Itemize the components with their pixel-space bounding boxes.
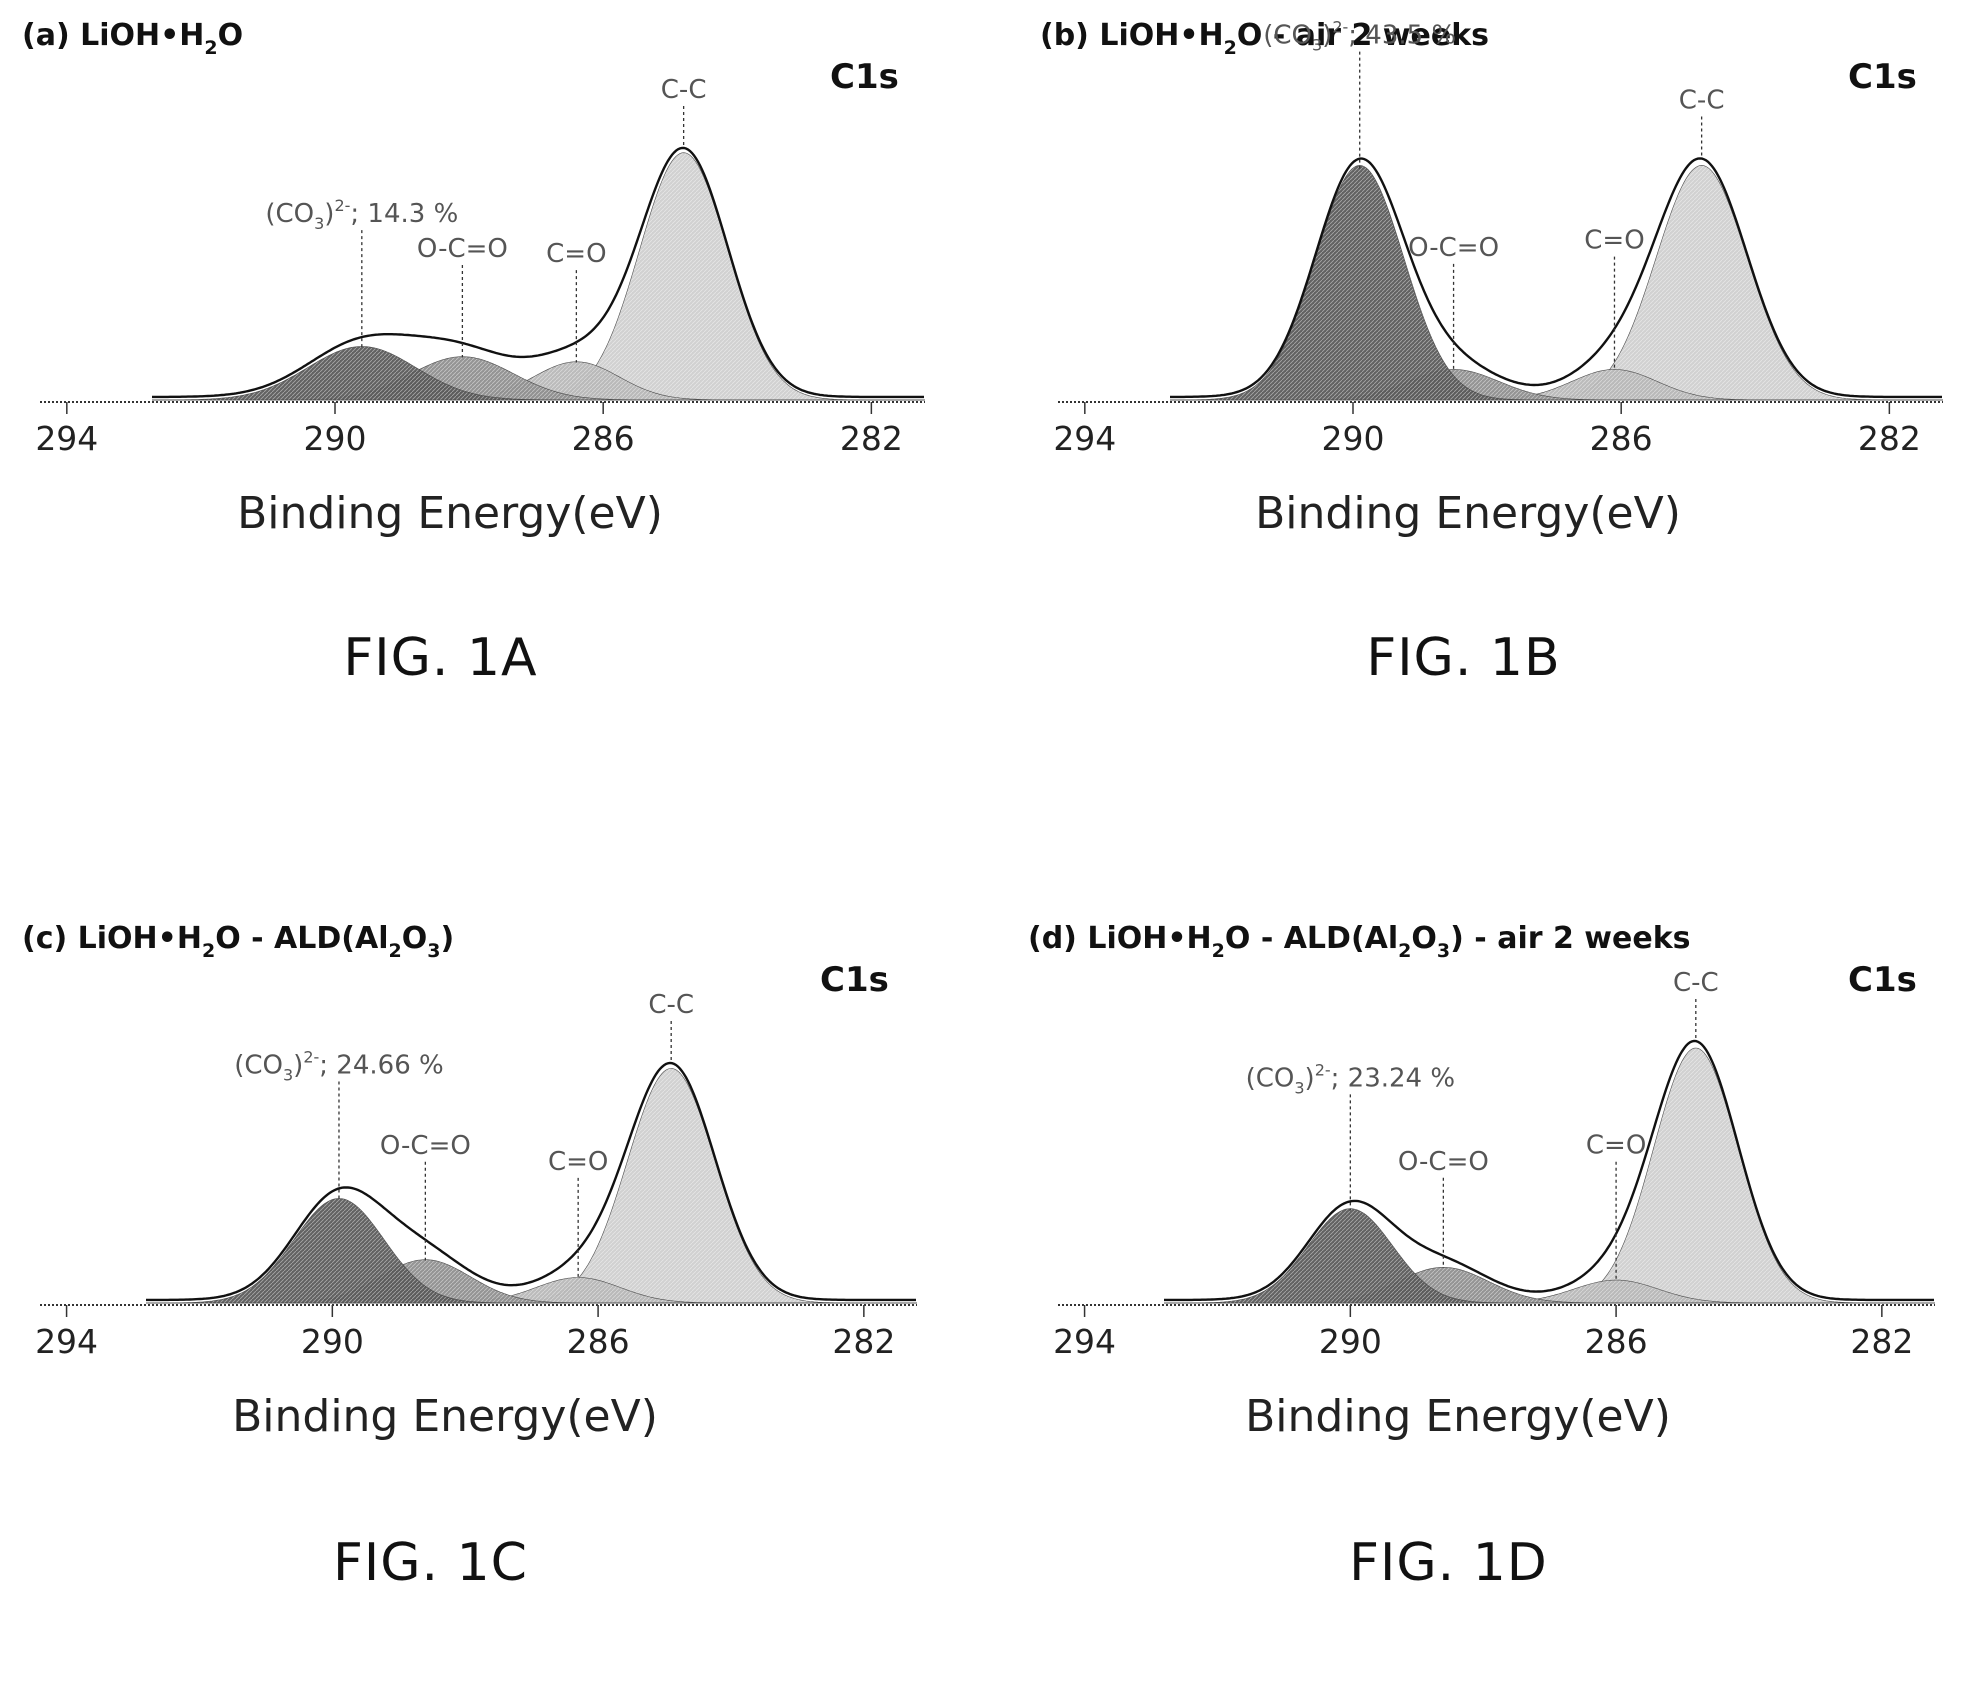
peak-label-3: C-C: [1679, 86, 1725, 116]
peak-label-0: (CO3)2-; 14.3 %: [265, 196, 458, 233]
chart-panel-b: (b) LiOH•H2O - air 2 weeks C1s 294 290 286…: [1040, 18, 1943, 539]
x-axis-label: Binding Energy(eV): [237, 488, 663, 539]
x-tick-label: 286: [572, 419, 635, 458]
figure-1a: (a) LiOH•H2O C1s 294 290 286 282 (CO3)2-; 14…: [0, 0, 981, 802]
x-tick-label: 282: [840, 419, 903, 458]
x-tick-label: 294: [1053, 419, 1116, 458]
x-tick-label: 286: [567, 1322, 630, 1361]
x-tick-label: 282: [1858, 419, 1921, 458]
chart-panel-a: (a) LiOH•H2O C1s 294 290 286 282 (CO3)2-; 14…: [22, 18, 925, 539]
figure-caption: FIG. 1A: [343, 628, 538, 688]
peak-component-0: [1170, 165, 1943, 401]
peak-component-3: [146, 1068, 917, 1304]
peak-label-0: (CO3)2-; 23.24 %: [1246, 1060, 1456, 1097]
envelope-line: [146, 1061, 916, 1302]
x-tick-label: 290: [304, 419, 367, 458]
x-axis-label: Binding Energy(eV): [232, 1391, 658, 1442]
peak-label-1: O-C=O: [1398, 1147, 1489, 1177]
peak-label-2: C=O: [1586, 1131, 1646, 1161]
chart-panel-d: (d) LiOH•H2O - ALD(Al2O3) - air 2 weeks …: [1028, 921, 1935, 1442]
region-label: C1s: [830, 57, 899, 97]
peak-label-0: (CO3)2-; 24.66 %: [234, 1047, 444, 1084]
peak-label-1: O-C=O: [1408, 233, 1499, 263]
peak-label-3: C-C: [648, 990, 694, 1020]
peak-label-2: C=O: [546, 239, 606, 269]
panel-title: (a) LiOH•H2O: [22, 18, 243, 59]
plot-area: 294 290 286 282 (CO3)2-; 23.24 % O-C=O C=O C-C: [1053, 968, 1935, 1361]
x-axis-label: Binding Energy(eV): [1255, 488, 1681, 539]
peak-component-0: [152, 346, 925, 401]
panel-title: (d) LiOH•H2O - ALD(Al2O3) - air 2 weeks: [1028, 921, 1691, 962]
envelope-line: [1170, 157, 1942, 399]
peak-label-1: O-C=O: [417, 234, 508, 264]
peak-component-0: [1164, 1208, 1935, 1304]
peak-label-3: C-C: [1673, 968, 1719, 998]
x-tick-label: 294: [1053, 1322, 1116, 1361]
x-tick-label: 282: [832, 1322, 895, 1361]
peak-label-1: O-C=O: [380, 1131, 471, 1161]
panel-title: (b) LiOH•H2O - air 2 weeks: [1040, 18, 1489, 59]
region-label: C1s: [820, 960, 889, 1000]
envelope-line: [1164, 1039, 1934, 1302]
figure-1c: (c) LiOH•H2O - ALD(Al2O3) C1s 294 290 286 2…: [0, 903, 981, 1705]
x-axis-label: Binding Energy(eV): [1245, 1391, 1671, 1442]
chart-panel-c: (c) LiOH•H2O - ALD(Al2O3) C1s 294 290 286 2…: [22, 921, 917, 1442]
peak-component-0: [146, 1198, 917, 1304]
peak-label-0: (CO3)2-; 43.5 %: [1263, 18, 1456, 55]
plot-area: 294 290 286 282 (CO3)2-; 24.66 % O-C=O C=O C-C: [35, 990, 917, 1361]
peak-label-2: C=O: [548, 1147, 608, 1177]
x-tick-label: 294: [35, 1322, 98, 1361]
x-tick-label: 290: [1319, 1322, 1382, 1361]
x-tick-label: 290: [301, 1322, 364, 1361]
peak-label-2: C=O: [1584, 226, 1644, 256]
x-tick-label: 282: [1850, 1322, 1913, 1361]
x-tick-label: 286: [1585, 1322, 1648, 1361]
region-label: C1s: [1848, 960, 1917, 1000]
x-tick-label: 286: [1590, 419, 1653, 458]
panel-title: (c) LiOH•H2O - ALD(Al2O3): [22, 921, 454, 962]
peak-component-3: [152, 152, 925, 401]
plot-area: 294 290 286 282 (CO3)2-; 43.5 % O-C=O C=O C-C: [1053, 18, 1943, 458]
figure-1d: (d) LiOH•H2O - ALD(Al2O3) - air 2 weeks …: [1018, 903, 1962, 1705]
figure-1b: (b) LiOH•H2O - air 2 weeks C1s 294 290 286…: [1018, 0, 1962, 802]
plot-area: 294 290 286 282 (CO3)2-; 14.3 %O-C=O C=O C-C: [35, 75, 925, 458]
peak-label-3: C-C: [661, 75, 707, 105]
figure-caption: FIG. 1C: [333, 1533, 528, 1593]
x-tick-label: 294: [35, 419, 98, 458]
x-tick-label: 290: [1322, 419, 1385, 458]
figure-caption: FIG. 1D: [1349, 1533, 1548, 1593]
envelope-line: [152, 146, 924, 399]
figure-caption: FIG. 1B: [1366, 628, 1561, 688]
region-label: C1s: [1848, 57, 1917, 97]
